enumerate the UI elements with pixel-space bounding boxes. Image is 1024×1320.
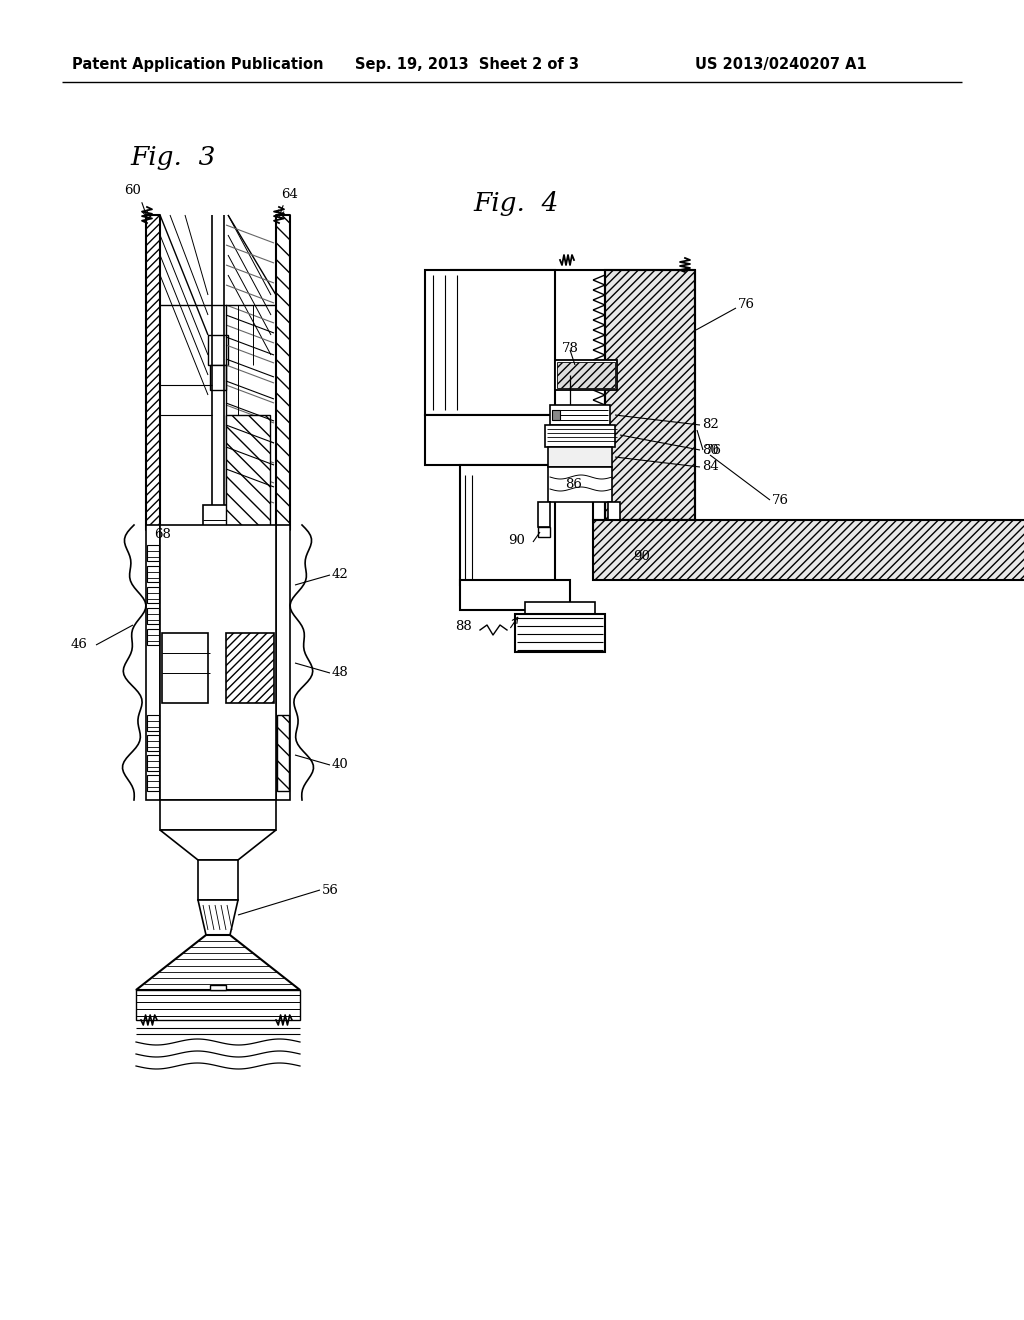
Bar bbox=[147, 587, 159, 603]
Polygon shape bbox=[198, 900, 238, 935]
Text: 48: 48 bbox=[332, 667, 349, 680]
Bar bbox=[147, 630, 159, 645]
Bar bbox=[147, 775, 159, 791]
Text: 60: 60 bbox=[124, 183, 141, 197]
Bar bbox=[460, 579, 570, 610]
Bar bbox=[226, 634, 274, 704]
Bar bbox=[146, 215, 160, 531]
Bar bbox=[555, 360, 617, 389]
Bar bbox=[538, 502, 550, 527]
Bar bbox=[552, 411, 560, 420]
Polygon shape bbox=[136, 935, 300, 990]
Text: 90: 90 bbox=[633, 550, 650, 564]
Bar bbox=[550, 405, 610, 425]
Text: 78: 78 bbox=[562, 342, 579, 355]
Bar bbox=[226, 414, 270, 554]
Bar bbox=[146, 525, 160, 800]
Bar bbox=[160, 800, 276, 830]
Text: 42: 42 bbox=[332, 569, 349, 582]
Bar bbox=[203, 506, 233, 576]
Bar bbox=[162, 634, 208, 704]
Bar bbox=[593, 520, 1024, 579]
Bar bbox=[147, 545, 159, 561]
Bar bbox=[460, 465, 555, 585]
Text: 84: 84 bbox=[702, 461, 719, 474]
Bar bbox=[147, 566, 159, 582]
Text: Fig.  4: Fig. 4 bbox=[473, 190, 558, 215]
Text: 64: 64 bbox=[281, 189, 298, 202]
Text: 80: 80 bbox=[702, 444, 719, 457]
Bar bbox=[557, 362, 615, 388]
Text: 88: 88 bbox=[455, 620, 472, 634]
Text: 40: 40 bbox=[332, 759, 349, 771]
Bar bbox=[147, 715, 159, 731]
Bar bbox=[425, 271, 555, 414]
Polygon shape bbox=[538, 527, 550, 537]
Bar bbox=[608, 502, 620, 537]
Text: 86: 86 bbox=[565, 479, 582, 491]
Text: Sep. 19, 2013  Sheet 2 of 3: Sep. 19, 2013 Sheet 2 of 3 bbox=[355, 58, 579, 73]
Text: 76: 76 bbox=[738, 298, 755, 312]
Text: 82: 82 bbox=[702, 418, 719, 432]
Polygon shape bbox=[605, 537, 623, 546]
Polygon shape bbox=[160, 830, 276, 861]
Text: 56: 56 bbox=[322, 883, 339, 896]
Text: 68: 68 bbox=[154, 528, 171, 541]
Bar bbox=[278, 715, 289, 791]
Bar bbox=[515, 614, 605, 652]
Text: 76: 76 bbox=[772, 494, 790, 507]
Text: US 2013/0240207 A1: US 2013/0240207 A1 bbox=[695, 58, 866, 73]
Bar bbox=[198, 861, 238, 900]
Bar bbox=[548, 447, 612, 467]
Text: 76: 76 bbox=[705, 444, 722, 457]
Bar bbox=[545, 425, 615, 447]
Bar bbox=[147, 755, 159, 771]
Bar bbox=[147, 735, 159, 751]
Bar bbox=[525, 602, 595, 614]
Bar bbox=[210, 985, 226, 990]
Bar bbox=[210, 366, 226, 389]
Text: Patent Application Publication: Patent Application Publication bbox=[72, 58, 324, 73]
Bar bbox=[136, 990, 300, 1020]
Bar bbox=[276, 525, 290, 800]
Bar bbox=[605, 271, 695, 520]
Bar bbox=[147, 609, 159, 624]
Text: Fig.  3: Fig. 3 bbox=[130, 145, 215, 170]
Text: 90: 90 bbox=[508, 533, 525, 546]
Bar bbox=[276, 215, 290, 531]
Bar bbox=[208, 335, 228, 366]
Text: 46: 46 bbox=[71, 639, 88, 652]
Bar bbox=[548, 467, 612, 502]
Polygon shape bbox=[425, 414, 555, 465]
Bar bbox=[160, 525, 276, 800]
